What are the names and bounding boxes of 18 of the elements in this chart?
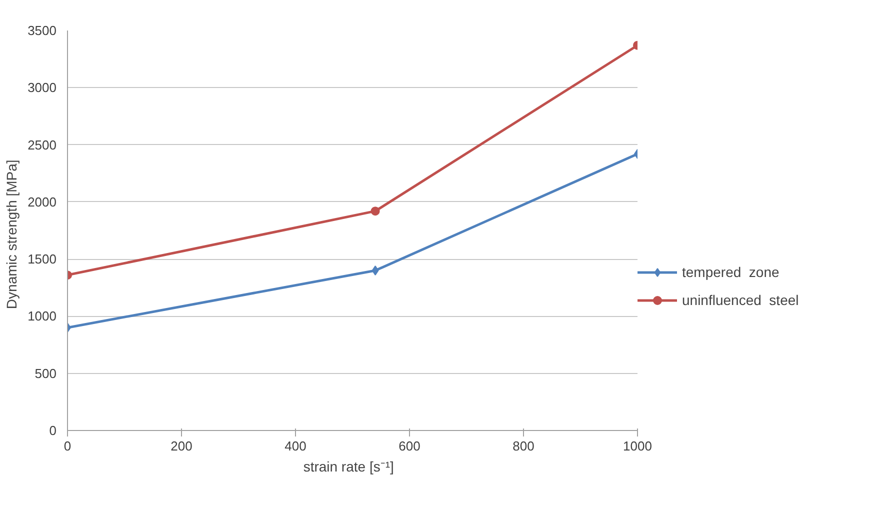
legend-label: uninfluenced steel	[682, 292, 799, 308]
x-axis-title: strain rate [s⁻¹]	[303, 458, 394, 474]
y-tick-label: 3500	[28, 23, 56, 38]
y-tick-label: 0	[49, 423, 57, 438]
y-tick-label: 3000	[28, 80, 56, 96]
legend-label: tempered zone	[682, 264, 780, 280]
y-tick-label: 2000	[28, 194, 56, 210]
y-tick-label: 500	[34, 366, 57, 381]
y-tick-label: 2500	[28, 137, 56, 152]
y-axis-title: Dynamic strength [MPa]	[4, 160, 20, 310]
x-tick-label: 600	[398, 438, 420, 454]
x-tick-label: 1000	[623, 438, 652, 454]
x-tick-label: 0	[64, 438, 72, 454]
x-tick-label: 800	[512, 438, 534, 454]
y-tick-label: 1000	[28, 308, 56, 324]
x-tick-label: 200	[170, 438, 192, 454]
y-tick-label: 1500	[28, 252, 56, 267]
x-tick-label: 400	[284, 438, 306, 454]
